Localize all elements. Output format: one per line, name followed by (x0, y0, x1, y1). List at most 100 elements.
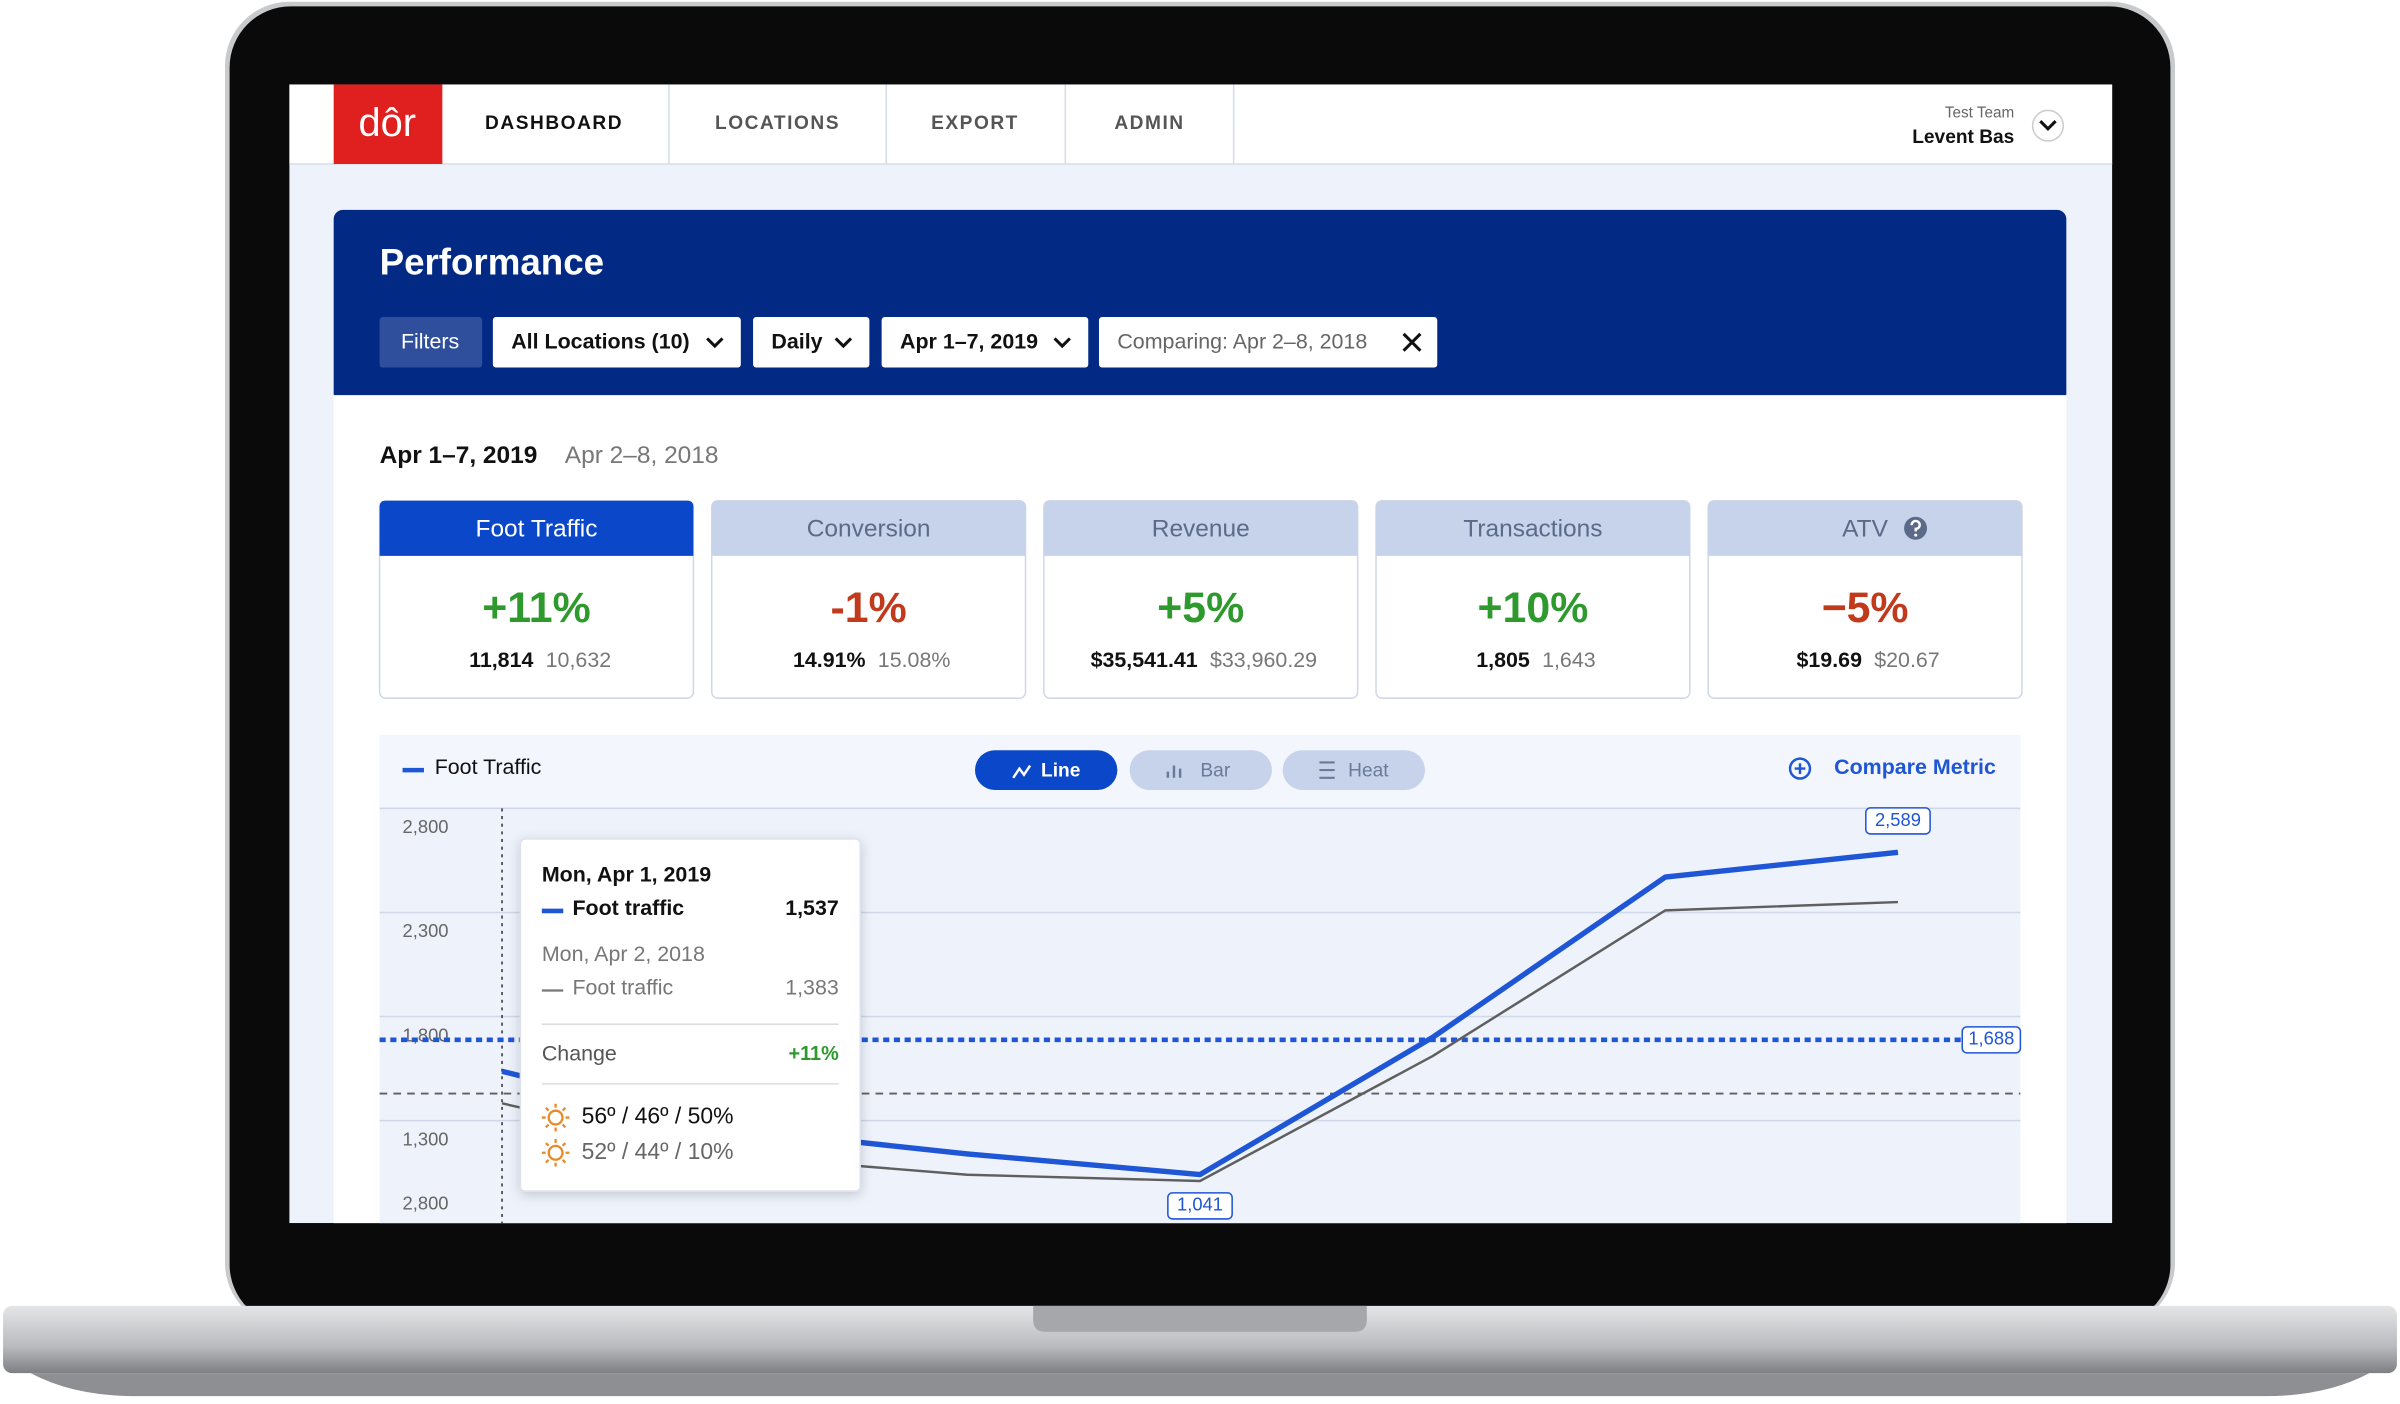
metric-previous: 15.08% (878, 648, 951, 672)
metric-current: 11,814 (469, 648, 533, 672)
logo-box (333, 84, 443, 164)
metric-change: +5% (1157, 584, 1244, 632)
filters-label: Filters (401, 330, 459, 354)
metric-header (711, 500, 1026, 556)
tooltip-label: Foot traffic (572, 896, 684, 920)
close-icon[interactable] (1402, 332, 1422, 352)
tooltip-change: +11% (788, 1043, 839, 1065)
filter-value: Daily (771, 330, 822, 354)
data-label: 1,041 (1177, 1194, 1223, 1215)
page-title: Performance (380, 242, 605, 283)
line-icon (1012, 764, 1032, 779)
metric-header (379, 500, 694, 556)
reference-label: 1,688 (1968, 1028, 2014, 1049)
compare-metric[interactable]: Compare Metric (1834, 755, 1996, 779)
metric-header (1708, 500, 2022, 556)
help-dot (1914, 533, 1918, 537)
reference-label-box (1961, 1026, 2022, 1054)
y-tick-label: 2,800 (403, 816, 449, 837)
chevron (1053, 337, 1071, 349)
current-period: Apr 1–7, 2019 (380, 442, 538, 469)
metric-name: Revenue (1152, 515, 1250, 542)
metric-header (1043, 500, 1358, 556)
heat-icon (1319, 761, 1335, 779)
metric-change: −5% (1822, 584, 1909, 632)
header-panel (333, 209, 2067, 403)
tooltip-compare-label: Foot traffic (572, 976, 673, 1000)
screen: dôr DASHBOARD LOCATIONS EXPORT ADMIN Test Tea… (289, 84, 2113, 1224)
data-label-box (1167, 1192, 1233, 1220)
nav-tab[interactable]: LOCATIONS (715, 113, 840, 134)
data-label: 2,589 (1875, 809, 1921, 830)
view-toggle[interactable] (1282, 750, 1425, 791)
nav-bar (289, 84, 2113, 164)
help-glyph (1910, 519, 1921, 532)
metric-previous: 10,632 (546, 648, 611, 672)
comparing-chip[interactable] (1098, 317, 1438, 368)
nav-tab[interactable]: DASHBOARD (485, 113, 623, 134)
tooltip (519, 838, 861, 1192)
laptop-base (3, 1305, 2397, 1374)
tooltip-compare-value: 1,383 (785, 976, 839, 1000)
user-name: Levent Bas (1912, 127, 2014, 148)
tooltip-date: Mon, Apr 1, 2019 (542, 862, 711, 886)
compare-plus (1794, 763, 1806, 774)
team-name: Test Team (1945, 105, 2014, 122)
metric-name: Conversion (807, 515, 931, 542)
weather-icon (547, 1144, 564, 1161)
notch (1033, 1305, 1367, 1332)
view-label[interactable]: Line (1041, 761, 1080, 782)
weather-text: 56º / 46º / 50% (582, 1103, 734, 1129)
metric-header (1376, 500, 1690, 556)
y-tick-label: 2,300 (403, 920, 449, 941)
metric-previous: 1,643 (1542, 648, 1596, 672)
logo: dôr (358, 101, 416, 145)
weather-icon (547, 1109, 564, 1126)
metric-current: $35,541.41 (1091, 648, 1198, 672)
view-label[interactable]: Bar (1200, 761, 1230, 782)
tooltip-value: 1,537 (785, 896, 839, 920)
view-toggle[interactable] (975, 750, 1118, 791)
weather-rays (541, 1138, 570, 1167)
tooltip-compare-date: Mon, Apr 2, 2018 (542, 942, 705, 966)
metric-previous: $33,960.29 (1210, 648, 1317, 672)
y-axis-extra-label: 2,800 (403, 1193, 449, 1214)
metric-previous: $20.67 (1874, 648, 1939, 672)
metric-change: +10% (1478, 584, 1589, 632)
filter-value: All Locations (10) (511, 330, 689, 354)
data-label-box (1865, 807, 1931, 835)
filter-value: Apr 1–7, 2019 (900, 330, 1038, 354)
weather-rays (541, 1103, 570, 1132)
filter-dropdown[interactable] (753, 317, 870, 368)
comparing-text: Comparing: Apr 2–8, 2018 (1117, 330, 1367, 354)
metric-current: 1,805 (1476, 648, 1530, 672)
metric-name: ATV (1842, 515, 1888, 542)
filter-dropdown[interactable] (492, 317, 741, 368)
weather-text: 52º / 44º / 10% (582, 1138, 734, 1164)
metric-current: $19.69 (1797, 648, 1863, 672)
base-bottom (30, 1373, 2370, 1397)
view-toggle[interactable] (1129, 750, 1272, 791)
tooltip-change-label: Change (542, 1041, 617, 1065)
metric-name: Foot Traffic (476, 515, 598, 542)
metric-change: +11% (482, 584, 590, 632)
nav-tab[interactable]: EXPORT (931, 113, 1019, 134)
metric-name: Transactions (1463, 515, 1602, 542)
metric-current: 14.91% (793, 648, 866, 672)
metric-change: -1% (831, 584, 907, 632)
compare-icon[interactable] (1788, 757, 1812, 780)
nav-tab[interactable]: ADMIN (1114, 113, 1184, 134)
previous-period: Apr 2–8, 2018 (565, 442, 719, 469)
y-tick-label: 1,300 (403, 1128, 449, 1149)
chevron (706, 337, 724, 349)
filters-button[interactable] (379, 317, 483, 368)
chevron (2039, 120, 2057, 131)
filter-dropdown[interactable] (881, 317, 1089, 368)
account-menu[interactable] (2031, 109, 2065, 142)
bar-icon (1166, 765, 1182, 778)
chevron (834, 337, 853, 349)
legend-label: Foot Traffic (435, 755, 542, 779)
view-label[interactable]: Heat (1348, 761, 1389, 782)
